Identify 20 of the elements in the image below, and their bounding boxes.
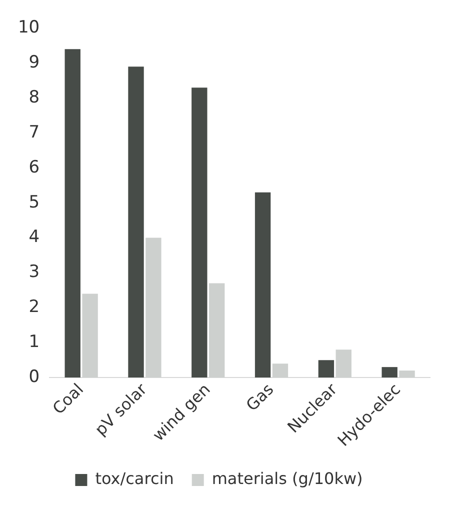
y-tick-label: 2	[28, 297, 40, 318]
y-tick-label: 1	[28, 332, 40, 352]
y-tick-label: 8	[28, 87, 40, 108]
y-tick-label: 0	[28, 366, 40, 387]
legend-label: materials (g/10kw)	[212, 469, 363, 488]
bar	[64, 49, 80, 378]
y-tick-label: 4	[28, 227, 40, 248]
y-tick-label: 3	[28, 262, 40, 282]
bar	[192, 88, 208, 378]
bar	[318, 360, 334, 378]
bar	[128, 66, 144, 378]
y-tick-label: 7	[28, 122, 40, 142]
bar	[382, 367, 398, 378]
x-tick-label: Gas	[242, 380, 278, 415]
y-tick-label: 9	[28, 52, 40, 73]
y-tick-label: 5	[28, 192, 40, 212]
y-tick-label: 10	[18, 18, 40, 38]
y-tick-label: 6	[28, 157, 40, 178]
legend-label: tox/carcin	[95, 469, 174, 488]
bar	[254, 192, 271, 378]
